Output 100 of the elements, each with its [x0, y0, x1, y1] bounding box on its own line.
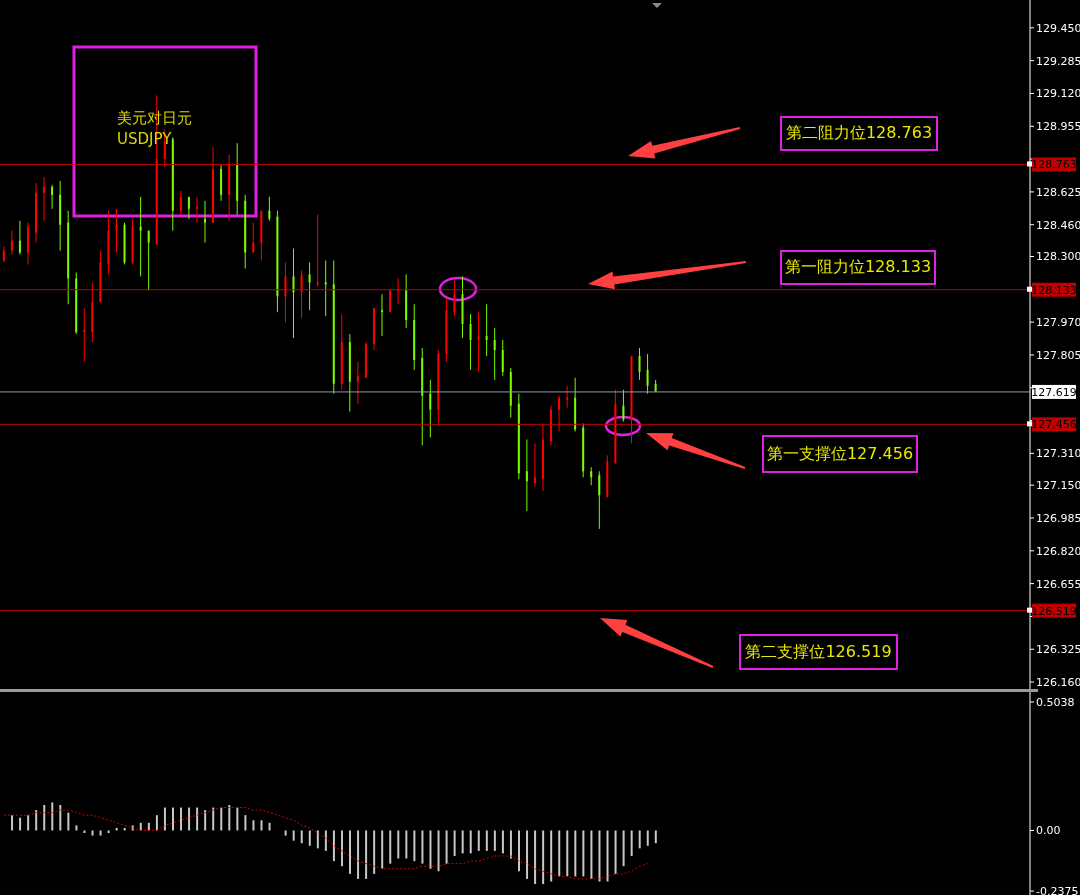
annotation: 127.456	[1031, 418, 1077, 432]
bar	[493, 830, 496, 851]
bar	[574, 830, 577, 877]
bar	[43, 804, 46, 831]
bar	[332, 830, 335, 862]
bar	[534, 830, 537, 885]
y-tick-label: 0.00	[1036, 824, 1061, 838]
candlestick	[566, 385, 569, 409]
y-tick-label: 129.120	[1036, 87, 1080, 101]
line-series	[3, 807, 649, 880]
y-tick-label: 128.955	[1036, 120, 1080, 134]
bar	[324, 830, 327, 851]
candlestick	[10, 230, 13, 256]
bar	[155, 815, 158, 831]
bar	[526, 830, 529, 879]
bar	[292, 830, 295, 841]
candlestick	[646, 353, 649, 395]
candlestick	[429, 379, 432, 438]
bar	[501, 830, 504, 854]
candlestick	[316, 214, 319, 287]
bar	[244, 815, 247, 831]
bar	[558, 830, 561, 877]
bar	[99, 830, 102, 836]
bar	[477, 830, 480, 851]
candlestick	[356, 361, 359, 405]
candlestick	[252, 222, 255, 254]
candlestick	[397, 277, 400, 305]
bar	[180, 807, 183, 831]
ref-line-label: 第二阻力位128.763	[780, 116, 938, 151]
candlestick	[139, 196, 142, 277]
candlestick	[493, 327, 496, 381]
candlestick	[43, 176, 46, 222]
bar	[598, 830, 601, 882]
bar	[236, 807, 239, 831]
candlestick	[533, 442, 536, 488]
bar	[107, 830, 110, 834]
bar	[389, 830, 392, 864]
bar	[59, 804, 62, 831]
bar	[11, 815, 14, 831]
bar	[413, 830, 416, 862]
annotation: 128.763	[1031, 158, 1077, 172]
bar	[638, 830, 641, 849]
candlestick	[558, 395, 561, 432]
bar	[260, 820, 263, 831]
ref-line-label: 第一支撑位127.456	[762, 435, 918, 473]
candlestick	[284, 261, 287, 323]
bar	[35, 810, 38, 831]
y-tick-label: 126.820	[1036, 544, 1080, 558]
candlestick	[51, 184, 54, 210]
bar	[204, 810, 207, 831]
candlestick	[35, 182, 37, 244]
bar	[83, 830, 86, 834]
ref-line-label: 第一阻力位128.133	[780, 250, 936, 285]
candlestick	[147, 230, 150, 291]
bar	[188, 807, 191, 831]
candlestick	[453, 279, 456, 317]
bar	[252, 820, 255, 831]
candlestick	[115, 208, 118, 254]
candlestick	[268, 196, 271, 222]
y-tick-label: 128.460	[1036, 218, 1080, 232]
bar	[542, 830, 545, 885]
bar	[509, 830, 512, 859]
bar	[284, 830, 287, 836]
annotation: 128.133	[1031, 283, 1077, 297]
bar	[630, 830, 633, 856]
bar	[469, 830, 472, 854]
bar	[163, 807, 166, 831]
bar	[228, 804, 231, 831]
y-tick-label: 128.625	[1036, 185, 1080, 199]
bar	[622, 830, 625, 867]
bar	[550, 830, 553, 882]
bar	[365, 830, 368, 879]
bar	[373, 830, 376, 874]
y-tick-label: -0.2375	[1036, 884, 1079, 895]
bar	[606, 830, 609, 882]
candlestick	[300, 269, 303, 319]
y-tick-label: 126.160	[1036, 675, 1080, 689]
bar	[316, 830, 319, 849]
candlestick	[622, 389, 625, 423]
bar	[646, 830, 649, 846]
candlestick	[179, 190, 182, 216]
bar	[429, 830, 432, 869]
candlestick	[485, 303, 488, 357]
candlestick	[477, 311, 480, 373]
bar	[67, 812, 70, 831]
bar	[19, 817, 22, 831]
bar	[518, 830, 520, 872]
candlestick	[195, 196, 198, 224]
bar	[51, 802, 54, 831]
bar	[300, 830, 303, 844]
bar	[357, 830, 360, 879]
y-tick-label: 127.970	[1036, 316, 1080, 330]
y-tick-label: 128.300	[1036, 250, 1080, 264]
candlestick	[18, 220, 21, 256]
bar	[566, 830, 569, 877]
y-tick-label: 126.985	[1036, 511, 1080, 525]
bar	[349, 830, 352, 874]
candlestick	[501, 339, 504, 377]
candlestick	[550, 405, 552, 446]
bar	[171, 807, 174, 831]
